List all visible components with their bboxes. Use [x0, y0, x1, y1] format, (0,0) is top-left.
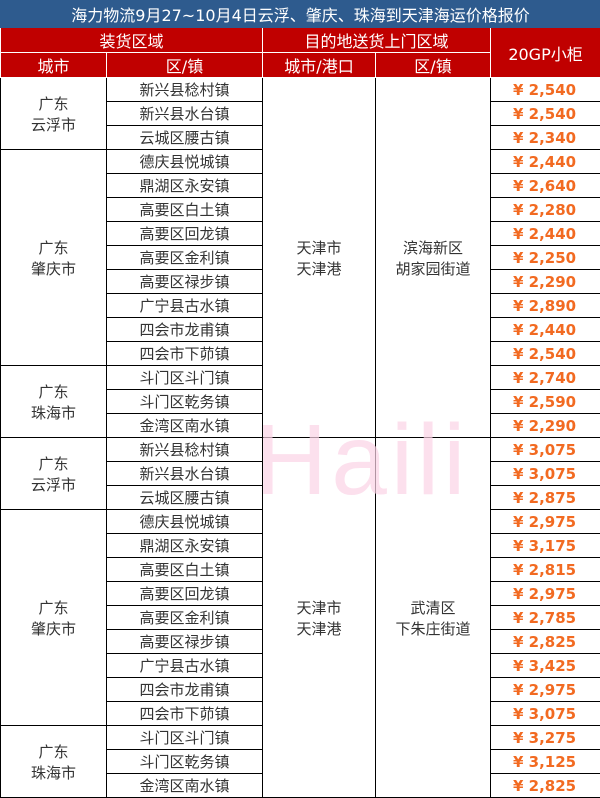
town-cell: 斗门区斗门镇 — [107, 726, 263, 750]
town-cell: 广宁县古水镇 — [107, 294, 263, 318]
price-cell: ¥ 2,975 — [491, 510, 600, 534]
dest-city-cell: 天津市 天津港 — [263, 438, 376, 798]
town-cell: 新兴县稔村镇 — [107, 78, 263, 102]
price-cell: ¥ 3,425 — [491, 654, 600, 678]
price-cell: ¥ 2,785 — [491, 606, 600, 630]
town-cell: 德庆县悦城镇 — [107, 510, 263, 534]
town-cell: 云城区腰古镇 — [107, 486, 263, 510]
header-price: 20GP小柜 — [491, 28, 600, 78]
town-cell: 高要区白土镇 — [107, 198, 263, 222]
town-cell: 鼎湖区永安镇 — [107, 174, 263, 198]
town-cell: 四会市龙甫镇 — [107, 318, 263, 342]
header-loading-area: 装货区域 — [1, 28, 263, 53]
price-cell: ¥ 2,440 — [491, 222, 600, 246]
town-cell: 云城区腰古镇 — [107, 126, 263, 150]
town-cell: 高要区回龙镇 — [107, 222, 263, 246]
header-dest-area: 目的地送货上门区域 — [263, 28, 491, 53]
table-row: 广东 云浮市新兴县稔村镇天津市 天津港滨海新区 胡家园街道¥ 2,540 — [1, 78, 600, 102]
price-cell: ¥ 2,815 — [491, 558, 600, 582]
town-cell: 广宁县古水镇 — [107, 654, 263, 678]
price-cell: ¥ 2,440 — [491, 150, 600, 174]
town-cell: 高要区金利镇 — [107, 606, 263, 630]
price-cell: ¥ 3,125 — [491, 750, 600, 774]
price-cell: ¥ 2,975 — [491, 582, 600, 606]
price-cell: ¥ 2,280 — [491, 198, 600, 222]
price-cell: ¥ 3,075 — [491, 702, 600, 726]
town-cell: 四会市下茆镇 — [107, 702, 263, 726]
price-cell: ¥ 3,175 — [491, 534, 600, 558]
town-cell: 斗门区乾务镇 — [107, 750, 263, 774]
header-dest-city: 城市/港口 — [263, 53, 376, 78]
town-cell: 四会市下茆镇 — [107, 342, 263, 366]
city-cell: 广东 肇庆市 — [1, 150, 107, 366]
header-town: 区/镇 — [107, 53, 263, 78]
price-cell: ¥ 2,440 — [491, 318, 600, 342]
price-cell: ¥ 2,975 — [491, 678, 600, 702]
town-cell: 四会市龙甫镇 — [107, 678, 263, 702]
town-cell: 高要区禄步镇 — [107, 630, 263, 654]
town-cell: 斗门区乾务镇 — [107, 390, 263, 414]
dest-town-cell: 武清区 下朱庄街道 — [376, 438, 491, 798]
price-cell: ¥ 2,590 — [491, 390, 600, 414]
price-cell: ¥ 2,890 — [491, 294, 600, 318]
price-cell: ¥ 2,740 — [491, 366, 600, 390]
table-title: 海力物流9月27~10月4日云浮、肇庆、珠海到天津海运价格报价 — [1, 1, 600, 28]
town-cell: 新兴县水台镇 — [107, 462, 263, 486]
header-city: 城市 — [1, 53, 107, 78]
dest-city-cell: 天津市 天津港 — [263, 78, 376, 438]
city-cell: 广东 云浮市 — [1, 78, 107, 150]
price-cell: ¥ 2,825 — [491, 630, 600, 654]
town-cell: 鼎湖区永安镇 — [107, 534, 263, 558]
price-cell: ¥ 2,290 — [491, 270, 600, 294]
price-cell: ¥ 2,640 — [491, 174, 600, 198]
table-row: 广东 云浮市新兴县稔村镇天津市 天津港武清区 下朱庄街道¥ 3,075 — [1, 438, 600, 462]
price-cell: ¥ 2,250 — [491, 246, 600, 270]
town-cell: 德庆县悦城镇 — [107, 150, 263, 174]
town-cell: 新兴县水台镇 — [107, 102, 263, 126]
town-cell: 高要区金利镇 — [107, 246, 263, 270]
city-cell: 广东 肇庆市 — [1, 510, 107, 726]
town-cell: 新兴县稔村镇 — [107, 438, 263, 462]
price-cell: ¥ 2,540 — [491, 78, 600, 102]
town-cell: 高要区禄步镇 — [107, 270, 263, 294]
price-cell: ¥ 3,075 — [491, 462, 600, 486]
city-cell: 广东 珠海市 — [1, 726, 107, 798]
price-cell: ¥ 2,340 — [491, 126, 600, 150]
city-cell: 广东 云浮市 — [1, 438, 107, 510]
town-cell: 金湾区南水镇 — [107, 414, 263, 438]
price-cell: ¥ 2,540 — [491, 102, 600, 126]
city-cell: 广东 珠海市 — [1, 366, 107, 438]
price-cell: ¥ 3,275 — [491, 726, 600, 750]
dest-town-cell: 滨海新区 胡家园街道 — [376, 78, 491, 438]
town-cell: 高要区回龙镇 — [107, 582, 263, 606]
town-cell: 斗门区斗门镇 — [107, 366, 263, 390]
header-dest-town: 区/镇 — [376, 53, 491, 78]
price-cell: ¥ 2,540 — [491, 342, 600, 366]
price-cell: ¥ 2,290 — [491, 414, 600, 438]
price-cell: ¥ 2,875 — [491, 486, 600, 510]
price-cell: ¥ 3,075 — [491, 438, 600, 462]
town-cell: 高要区白土镇 — [107, 558, 263, 582]
